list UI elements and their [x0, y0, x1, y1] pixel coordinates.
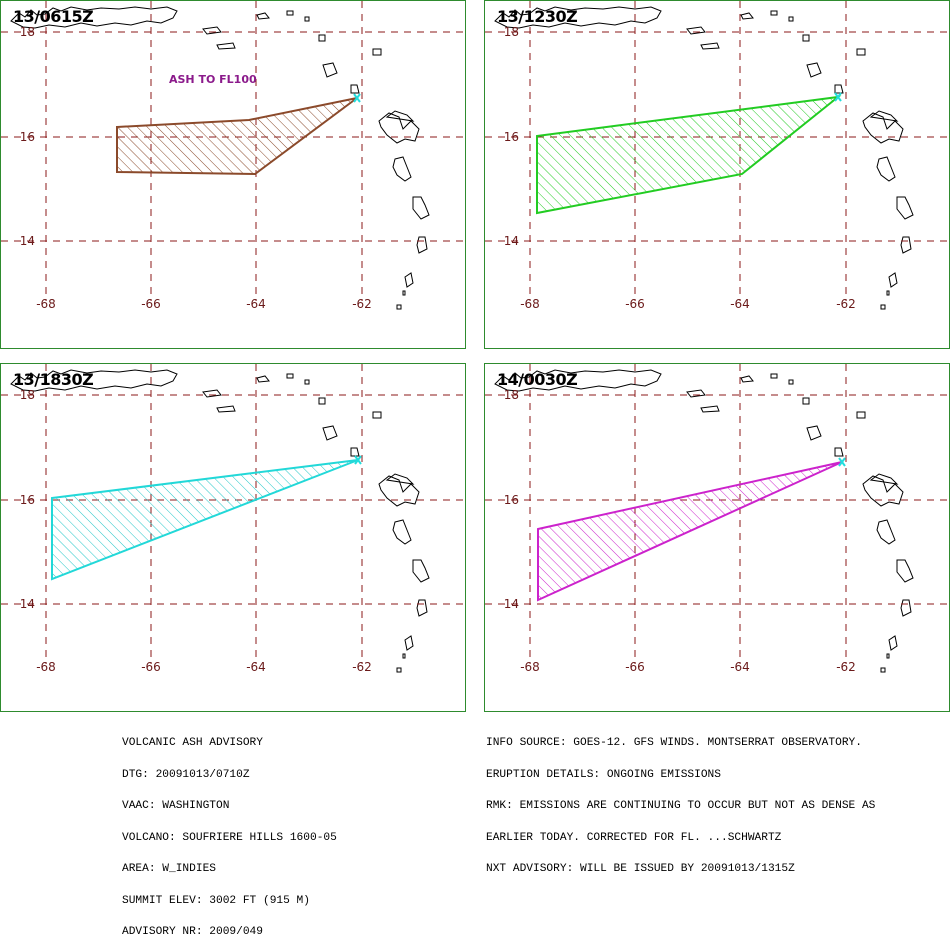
volcano-marker: [834, 92, 842, 102]
advisory-line: NXT ADVISORY: WILL BE ISSUED BY 20091013…: [486, 863, 795, 875]
lat-tick-label: 18: [504, 25, 519, 39]
ash-annotation: ASH TO FL100: [169, 73, 257, 86]
ash-cloud-polygon: [51, 459, 359, 581]
lon-tick-label: -66: [141, 297, 161, 311]
advisory-line: AREA: W_INDIES: [122, 863, 216, 875]
advisory-line: SUMMIT ELEV: 3002 FT (915 M): [122, 894, 310, 907]
panel-time-label: 13/0615Z: [13, 7, 94, 26]
lat-tick-label: 18: [20, 388, 35, 402]
map-canvas-4: -68 -66 -64 -62 16 14 18: [485, 364, 950, 674]
lon-tick-label: -68: [36, 297, 56, 311]
advisory-line: VOLCANIC ASH ADVISORY: [122, 737, 263, 749]
panel-time-label: 13/1830Z: [13, 370, 94, 389]
lon-tick-label: -64: [730, 297, 750, 311]
coastline: [10, 369, 430, 673]
lat-tick-label: 16: [20, 493, 35, 507]
panel-time-label: 14/0030Z: [497, 370, 578, 389]
lat-tick-label: 18: [504, 388, 519, 402]
advisory-line: ERUPTION DETAILS: ONGOING EMISSIONS: [486, 768, 721, 781]
ash-cloud-polygon: [537, 461, 843, 602]
volcano-marker: [353, 93, 361, 103]
lon-tick-label: -68: [520, 660, 540, 674]
map-panel-4: -68 -66 -64 -62 16 14 18 14/0030Z: [484, 363, 950, 712]
lon-tick-label: -62: [352, 297, 372, 311]
advisory-line: VOLCANO: SOUFRIERE HILLS 1600-05: [122, 831, 337, 844]
volcano-marker: [354, 455, 362, 465]
panel-time-label: 13/1230Z: [497, 7, 578, 26]
advisory-line: ADVISORY NR: 2009/049: [122, 926, 263, 938]
lat-tick-label: 18: [20, 25, 35, 39]
lat-tick-label: 16: [20, 130, 35, 144]
lat-tick-label: 14: [20, 234, 35, 248]
lon-tick-label: -68: [36, 660, 56, 674]
map-canvas-1: -68 -66 -64 -62 16 14 18 ASH TO FL100: [1, 1, 467, 311]
advisory-details-block: INFO SOURCE: GOES-12. GFS WINDS. MONTSER…: [486, 717, 875, 885]
lat-tick-label: 16: [504, 130, 519, 144]
panel-time: 13/0615Z: [13, 7, 94, 26]
panel-time: 13/1230Z: [497, 7, 578, 26]
lon-tick-label: -62: [836, 297, 856, 311]
coastline: [10, 6, 430, 310]
advisory-line: DTG: 20091013/0710Z: [122, 768, 250, 781]
panel-time: 13/1830Z: [13, 370, 94, 389]
advisory-line: VAAC: WASHINGTON: [122, 800, 230, 812]
map-panel-3: -68 -66 -64 -62 16 14 18 13/1830Z: [0, 363, 467, 712]
ash-cloud-polygon: [536, 95, 842, 215]
lon-tick-label: -62: [352, 660, 372, 674]
lat-tick-label: 16: [504, 493, 519, 507]
coastline: [494, 369, 914, 673]
map-panel-1: -68 -66 -64 -62 16 14 18 ASH TO FL100 13/0615Z: [0, 0, 467, 349]
lat-tick-label: 14: [20, 597, 35, 611]
volcano-marker: [838, 457, 846, 467]
map-canvas-3: -68 -66 -64 -62 16 14 18: [1, 364, 467, 674]
ash-cloud-polygon: [116, 97, 358, 176]
lon-tick-label: -64: [246, 660, 266, 674]
advisory-header-block: VOLCANIC ASH ADVISORY DTG: 20091013/0710…: [122, 717, 337, 948]
lat-tick-label: 14: [504, 234, 519, 248]
coastline: [494, 6, 914, 310]
lon-tick-label: -68: [520, 297, 540, 311]
lon-tick-label: -66: [625, 660, 645, 674]
advisory-line: INFO SOURCE: GOES-12. GFS WINDS. MONTSER…: [486, 737, 862, 749]
map-panel-2: -68 -66 -64 -62 16 14 18 13/1230Z: [484, 0, 950, 349]
lon-tick-label: -62: [836, 660, 856, 674]
panel-time: 14/0030Z: [497, 370, 578, 389]
lon-tick-label: -64: [246, 297, 266, 311]
advisory-line: EARLIER TODAY. CORRECTED FOR FL. ...SCHW…: [486, 831, 782, 844]
lon-tick-label: -64: [730, 660, 750, 674]
map-canvas-2: -68 -66 -64 -62 16 14 18: [485, 1, 950, 311]
lat-tick-label: 14: [504, 597, 519, 611]
lon-tick-label: -66: [625, 297, 645, 311]
lon-tick-label: -66: [141, 660, 161, 674]
advisory-line: RMK: EMISSIONS ARE CONTINUING TO OCCUR B…: [486, 800, 876, 812]
